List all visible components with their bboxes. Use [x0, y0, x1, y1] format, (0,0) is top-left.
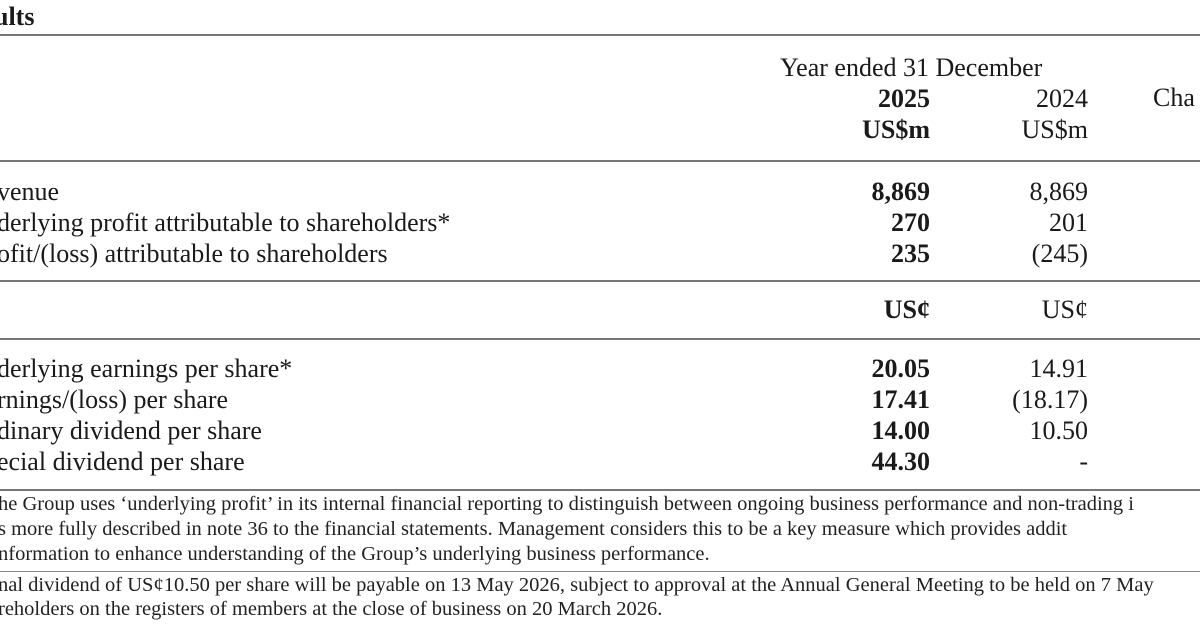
unit-rule: [0, 338, 1200, 340]
row-label: derlying earnings per share*: [0, 354, 293, 383]
row-label: venue: [0, 177, 60, 206]
value-2025: 17.41: [871, 385, 931, 414]
footnote-line: nformation to enhance understanding of t…: [0, 543, 710, 565]
value-2025: 20.05: [871, 354, 931, 383]
value-2024: (245): [1031, 239, 1088, 268]
value-2025: 270: [891, 208, 930, 237]
value-2025: 14.00: [871, 416, 931, 445]
col-2024-year: 2024: [1036, 84, 1088, 113]
footnote-line: s more fully described in note 36 to the…: [0, 518, 1068, 540]
col-change-header: Cha: [1153, 83, 1195, 112]
row-label: derlying profit attributable to sharehol…: [0, 208, 451, 237]
section-title: ults: [0, 2, 35, 31]
value-2024: (18.17): [1012, 385, 1088, 414]
footnote-rule: [0, 571, 1200, 572]
col-2025-year: 2025: [878, 84, 930, 113]
footnote-line: nal dividend of US¢10.50 per share will …: [0, 574, 1154, 596]
section-rule: [0, 280, 1200, 282]
row-label: ecial dividend per share: [0, 447, 245, 476]
row-label: dinary dividend per share: [0, 416, 262, 445]
title-rule: [0, 34, 1200, 36]
value-2024: 10.50: [1029, 416, 1089, 445]
value-2025: 235: [891, 239, 930, 268]
value-2024: 201: [1049, 208, 1088, 237]
value-2024: -: [1079, 447, 1088, 476]
row-label: rnings/(loss) per share: [0, 385, 229, 414]
row-label: ofit/(loss) attributable to shareholders: [0, 239, 388, 268]
value-2024: 8,869: [1029, 177, 1089, 206]
col-2025-unit: US$m: [862, 115, 930, 144]
period-label: Year ended 31 December: [780, 53, 1043, 82]
footnote-line: he Group uses ‘underlying profit’ in its…: [0, 493, 1134, 515]
footnote-line: reholders on the registers of members at…: [0, 598, 663, 620]
value-2024: 14.91: [1029, 354, 1089, 383]
table-bottom-rule: [0, 489, 1200, 491]
section2-unit-2024: US¢: [1041, 295, 1088, 324]
value-2025: 8,869: [871, 177, 931, 206]
section2-unit-2025: US¢: [883, 295, 930, 324]
header-rule: [0, 160, 1200, 162]
value-2025: 44.30: [871, 447, 931, 476]
col-2024-unit: US$m: [1021, 115, 1088, 144]
